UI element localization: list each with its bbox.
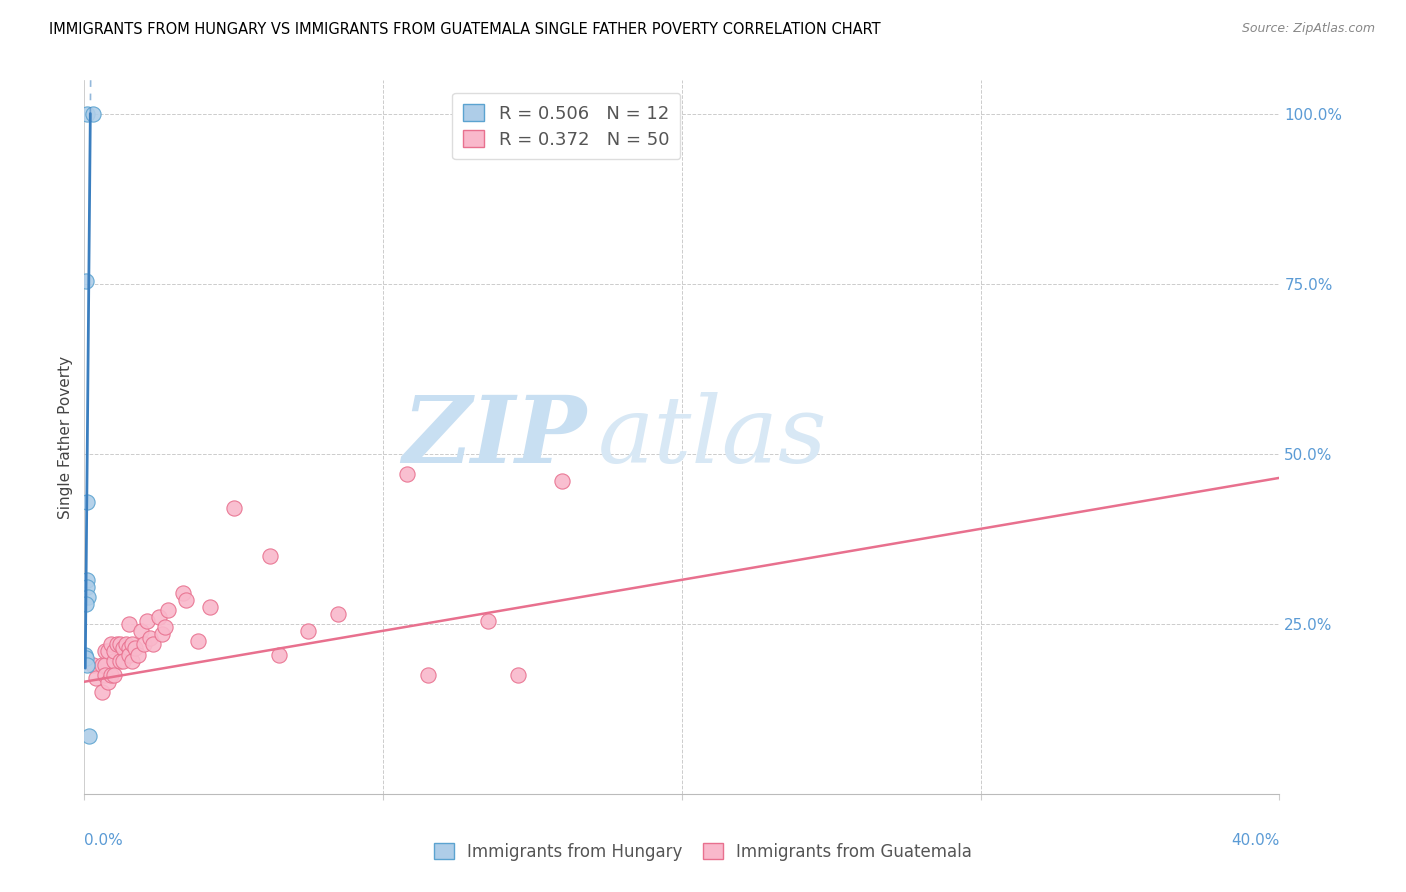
Point bbox=[121, 654, 143, 668]
Point bbox=[506, 668, 529, 682]
Point bbox=[127, 648, 149, 662]
Point bbox=[77, 729, 100, 743]
Point bbox=[76, 580, 98, 594]
Point bbox=[91, 685, 114, 699]
Text: Source: ZipAtlas.com: Source: ZipAtlas.com bbox=[1241, 22, 1375, 36]
Point bbox=[100, 637, 122, 651]
Point bbox=[105, 637, 128, 651]
Point bbox=[75, 651, 97, 665]
Text: IMMIGRANTS FROM HUNGARY VS IMMIGRANTS FROM GUATEMALA SINGLE FATHER POVERTY CORRE: IMMIGRANTS FROM HUNGARY VS IMMIGRANTS FR… bbox=[49, 22, 880, 37]
Point bbox=[100, 668, 122, 682]
Point bbox=[97, 644, 120, 658]
Point bbox=[153, 620, 176, 634]
Point bbox=[82, 657, 104, 672]
Point bbox=[551, 475, 574, 489]
Point bbox=[110, 637, 132, 651]
Point bbox=[115, 637, 138, 651]
Point bbox=[259, 549, 281, 563]
Point bbox=[396, 467, 419, 482]
Point bbox=[121, 637, 143, 651]
Text: 0.0%: 0.0% bbox=[84, 833, 124, 848]
Point bbox=[139, 631, 162, 645]
Point bbox=[129, 624, 152, 638]
Point bbox=[94, 668, 117, 682]
Point bbox=[76, 657, 98, 672]
Point bbox=[77, 590, 100, 604]
Point bbox=[118, 648, 141, 662]
Point bbox=[198, 599, 221, 614]
Point bbox=[110, 654, 132, 668]
Point bbox=[75, 274, 97, 288]
Point bbox=[75, 648, 97, 662]
Point bbox=[75, 597, 97, 611]
Point bbox=[124, 640, 146, 655]
Point bbox=[187, 634, 209, 648]
Text: ZIP: ZIP bbox=[402, 392, 586, 482]
Point bbox=[267, 648, 290, 662]
Point bbox=[477, 614, 499, 628]
Point bbox=[157, 603, 180, 617]
Point bbox=[82, 107, 104, 121]
Point bbox=[222, 501, 245, 516]
Point bbox=[132, 637, 156, 651]
Point bbox=[94, 657, 117, 672]
Point bbox=[103, 644, 125, 658]
Point bbox=[150, 627, 173, 641]
Point bbox=[112, 654, 135, 668]
Y-axis label: Single Father Poverty: Single Father Poverty bbox=[58, 356, 73, 518]
Point bbox=[112, 640, 135, 655]
Point bbox=[142, 637, 165, 651]
Legend: R = 0.506   N = 12, R = 0.372   N = 50: R = 0.506 N = 12, R = 0.372 N = 50 bbox=[451, 93, 681, 160]
Point bbox=[76, 107, 98, 121]
Point bbox=[86, 671, 108, 685]
Point bbox=[76, 494, 98, 508]
Point bbox=[103, 668, 125, 682]
Point bbox=[297, 624, 319, 638]
Point bbox=[118, 640, 141, 655]
Point bbox=[91, 657, 114, 672]
Text: 40.0%: 40.0% bbox=[1232, 833, 1279, 848]
Legend: Immigrants from Hungary, Immigrants from Guatemala: Immigrants from Hungary, Immigrants from… bbox=[427, 837, 979, 868]
Point bbox=[97, 674, 120, 689]
Point bbox=[328, 607, 350, 621]
Point bbox=[94, 644, 117, 658]
Point bbox=[416, 668, 439, 682]
Point bbox=[148, 610, 170, 624]
Point bbox=[172, 586, 194, 600]
Point bbox=[174, 593, 197, 607]
Point bbox=[118, 617, 141, 632]
Point bbox=[103, 654, 125, 668]
Text: atlas: atlas bbox=[599, 392, 828, 482]
Point bbox=[136, 614, 159, 628]
Point bbox=[76, 573, 98, 587]
